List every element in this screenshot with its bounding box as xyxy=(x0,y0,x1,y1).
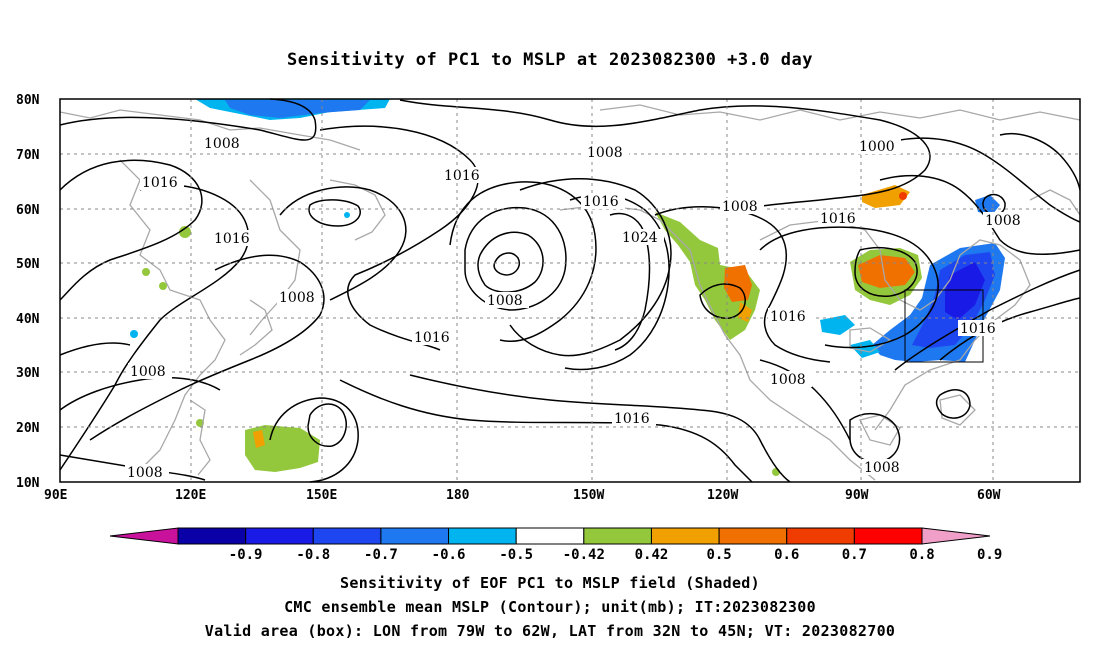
contour-label: 1016 xyxy=(444,168,480,184)
colorbar: -0.9 -0.8 -0.7 -0.6 -0.5 -0.42 0.42 0.5 0.6 0.7 0.… xyxy=(109,527,1002,563)
shade-positive-small-1 xyxy=(179,226,191,238)
lon-tick-label: 150W xyxy=(573,488,604,503)
colorbar-swatch xyxy=(177,527,247,545)
shade-positive-philippine-sea-core xyxy=(253,430,265,448)
lon-tick-label: 90E xyxy=(44,488,67,503)
contour-label: 1008 xyxy=(985,213,1021,229)
colorbar-swatch xyxy=(312,527,382,545)
lat-tick-label: 10N xyxy=(16,476,40,491)
lat-axis: 80N 70N 60N 50N 40N 30N 20N 10N xyxy=(16,93,40,491)
contour-label: 1000 xyxy=(859,139,895,155)
colorbar-swatch xyxy=(718,527,788,545)
colorbar-swatch xyxy=(448,527,517,545)
shade-positive-small-2 xyxy=(142,268,150,276)
lon-tick-label: 120E xyxy=(175,488,206,503)
shade-negative-small-2 xyxy=(344,212,350,218)
colorbar-tick-label: -0.5 xyxy=(499,547,533,563)
contour-label: 1008 xyxy=(864,460,900,476)
colorbar-swatch xyxy=(583,527,652,545)
shade-negative-labrador xyxy=(975,195,1000,215)
lat-tick-label: 20N xyxy=(16,421,40,436)
colorbar-tick-label: -0.8 xyxy=(296,547,330,563)
colorbar-tick-label: 0.7 xyxy=(842,547,867,563)
contour-label: 1024 xyxy=(622,230,658,246)
shade-positive-north-canada xyxy=(862,185,910,208)
contour-label: 1008 xyxy=(130,364,166,380)
contour-label: 1008 xyxy=(204,136,240,152)
lat-tick-label: 40N xyxy=(16,312,40,327)
contour-label: 1016 xyxy=(770,309,806,325)
contour-label: 1008 xyxy=(127,465,163,481)
colorbar-tick-label: 0.42 xyxy=(635,547,669,563)
shade-negative-atlantic-edge xyxy=(820,315,855,335)
colorbar-swatch xyxy=(515,527,585,545)
colorbar-swatch xyxy=(650,527,720,545)
lon-tick-label: 60W xyxy=(977,488,1001,503)
chart-title: Sensitivity of PC1 to MSLP at 2023082300… xyxy=(286,50,813,70)
contour-labels: 1008 1016 1016 1008 1008 1016 1008 1016 … xyxy=(125,135,1027,481)
shade-positive-small-6 xyxy=(899,192,907,200)
lon-tick-label: 150E xyxy=(306,488,337,503)
colorbar-swatch xyxy=(853,527,923,545)
shade-negative-arctic-inner xyxy=(225,100,370,118)
colorbar-tick-label: -0.7 xyxy=(364,547,398,563)
footer-line-3: Valid area (box): LON from 79W to 62W, L… xyxy=(204,622,896,640)
lon-tick-label: 120W xyxy=(707,488,738,503)
colorbar-tick-label: -0.42 xyxy=(563,547,605,563)
lat-tick-label: 50N xyxy=(16,257,40,272)
colorbar-tick-label: 0.6 xyxy=(774,547,799,563)
contour-label: 1008 xyxy=(770,372,806,388)
contour-label: 1016 xyxy=(142,175,178,191)
footer-line-2: CMC ensemble mean MSLP (Contour); unit(m… xyxy=(284,598,816,616)
contour-label: 1008 xyxy=(487,293,523,309)
contour-label: 1008 xyxy=(722,199,758,215)
contour-label: 1016 xyxy=(583,194,619,210)
contour-label: 1016 xyxy=(960,321,996,337)
colorbar-tick-label: 0.5 xyxy=(706,547,731,563)
colorbar-tick-label: 0.8 xyxy=(909,547,934,563)
lat-tick-label: 30N xyxy=(16,366,40,381)
contour-label: 1008 xyxy=(279,290,315,306)
shade-negative-small-1 xyxy=(130,330,138,338)
footer-line-1: Sensitivity of EOF PC1 to MSLP field (Sh… xyxy=(340,574,760,592)
colorbar-tick-label: -0.6 xyxy=(432,547,466,563)
graticule xyxy=(60,99,1080,482)
contour-label: 1016 xyxy=(414,330,450,346)
colorbar-extend-max xyxy=(921,527,991,545)
colorbar-tick-label: -0.9 xyxy=(229,547,263,563)
colorbar-tick-label: 0.9 xyxy=(977,547,1002,563)
contour-label: 1016 xyxy=(214,231,250,247)
colorbar-swatch xyxy=(786,527,855,545)
contour-label: 1008 xyxy=(587,145,623,161)
shade-positive-west-coast-core2 xyxy=(738,302,752,322)
coastlines xyxy=(59,104,1081,481)
colorbar-extend-min xyxy=(109,527,179,545)
lon-axis: 90E 120E 150E 180 150W 120W 90W 60W xyxy=(44,488,1001,503)
lat-tick-label: 70N xyxy=(16,148,40,163)
lat-tick-label: 80N xyxy=(16,93,40,108)
lon-tick-label: 180 xyxy=(446,488,470,503)
colorbar-swatch xyxy=(245,527,314,545)
shade-negative-atlantic-core xyxy=(945,262,985,320)
shade-negative-atlantic-edge2 xyxy=(850,340,880,358)
lon-tick-label: 90W xyxy=(845,488,869,503)
shade-positive-philippine-sea xyxy=(245,425,320,472)
colorbar-swatch xyxy=(380,527,450,545)
contour-label: 1016 xyxy=(614,411,650,427)
lat-tick-label: 60N xyxy=(16,203,40,218)
map-frame xyxy=(59,98,1081,483)
shade-positive-west-coast-core xyxy=(724,265,752,302)
contour-label: 1016 xyxy=(820,211,856,227)
shade-positive-small-3 xyxy=(159,282,167,290)
shade-positive-west-coast xyxy=(655,212,760,340)
